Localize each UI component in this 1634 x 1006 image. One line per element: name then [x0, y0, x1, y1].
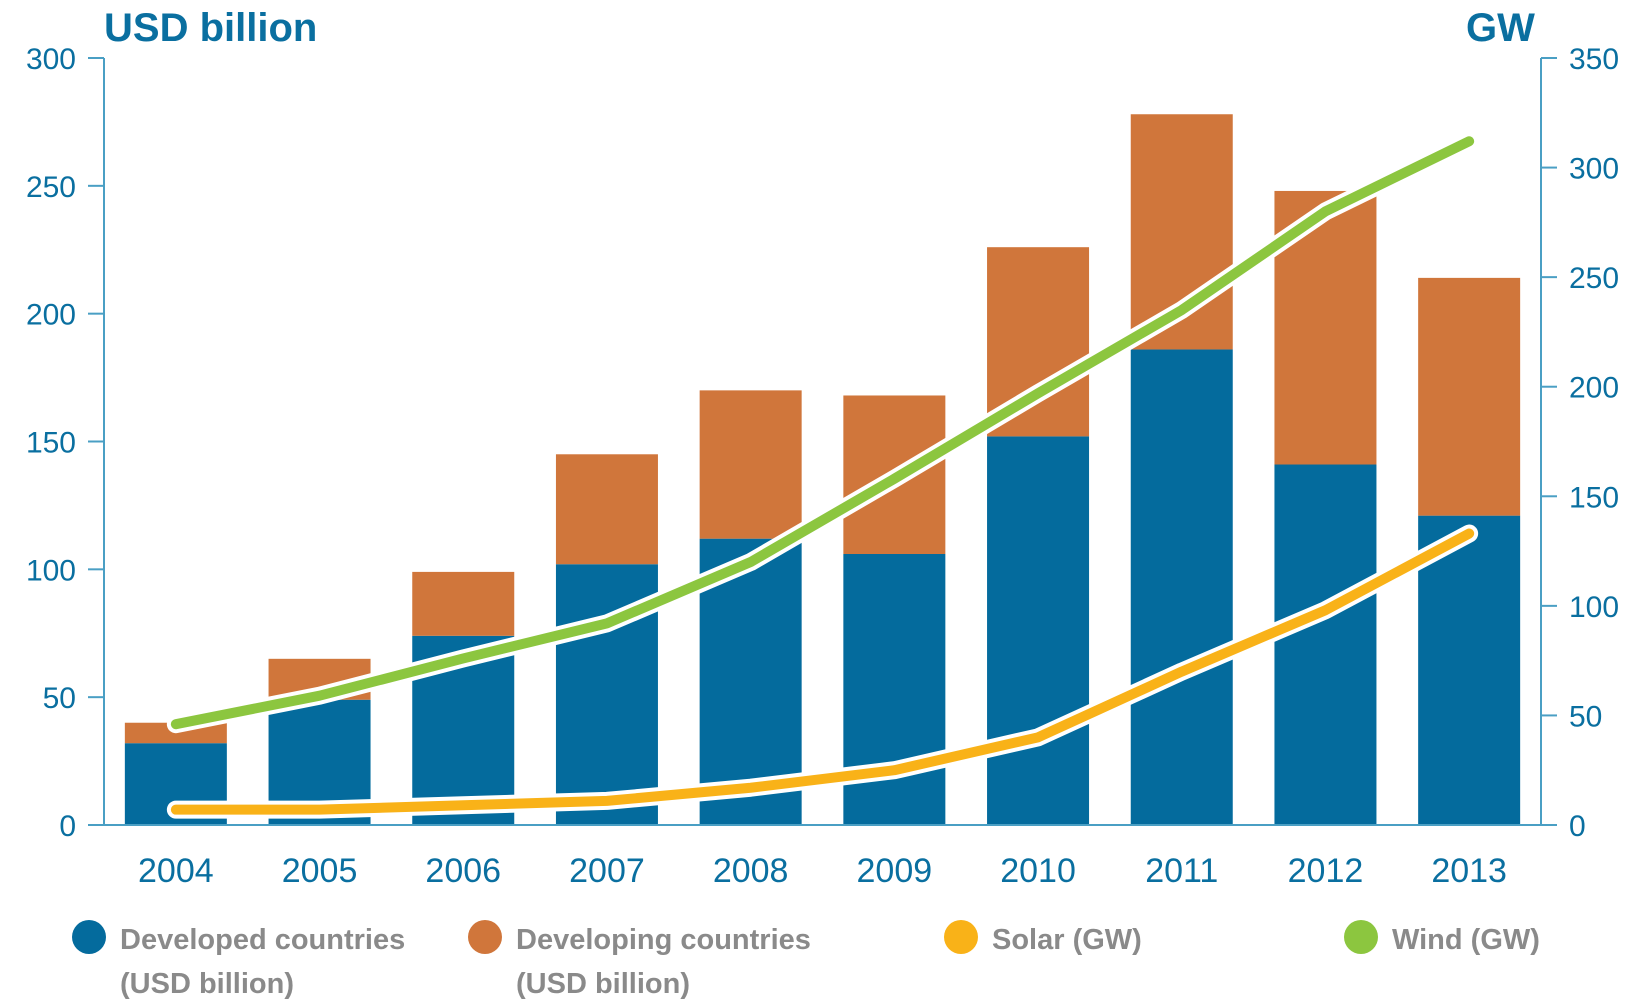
bar-developed-2012 — [1274, 464, 1377, 825]
y-right-tick-label: 200 — [1569, 372, 1619, 405]
y-left-tick-label: 100 — [26, 554, 76, 587]
legend-sublabel-developed: (USD billion) — [120, 968, 294, 1000]
bar-developing-2013 — [1418, 277, 1521, 516]
x-tick-label: 2009 — [857, 852, 933, 890]
legend-swatch-solar — [944, 920, 978, 954]
y-left-tick-label: 250 — [26, 171, 76, 204]
solar-line — [170, 528, 1475, 815]
x-tick-label: 2012 — [1288, 852, 1364, 890]
bar-developing-2006 — [412, 571, 515, 636]
y-axis-right-title: GW — [1466, 6, 1535, 50]
bar-developed-2009 — [843, 553, 946, 825]
y-left-tick-label: 150 — [26, 427, 76, 460]
legend-sublabel-developing: (USD billion) — [516, 968, 690, 1000]
y-left-tick-label: 200 — [26, 299, 76, 332]
x-tick-label: 2005 — [282, 852, 358, 890]
bar-developed-2011 — [1130, 349, 1233, 825]
bar-developed-2013 — [1418, 515, 1521, 825]
bar-developed-2010 — [987, 436, 1090, 825]
x-tick-label: 2006 — [425, 852, 501, 890]
legend-item-solar: Solar (GW) — [944, 918, 1142, 962]
y-right-tick-label: 100 — [1569, 591, 1619, 624]
legend-item-developing: Developing countries (USD billion) — [468, 918, 811, 1006]
y-right-tick-label: 50 — [1569, 700, 1602, 733]
x-tick-label: 2011 — [1145, 852, 1218, 890]
y-left-tick-label: 0 — [59, 810, 76, 843]
y-axis-left-title: USD billion — [104, 6, 318, 50]
legend-swatch-developed — [72, 920, 106, 954]
y-right-tick-label: 350 — [1569, 43, 1619, 76]
legend-swatch-developing — [468, 920, 502, 954]
x-tick-label: 2004 — [138, 852, 214, 890]
legend-item-wind: Wind (GW) — [1344, 918, 1540, 962]
x-tick-label: 2007 — [569, 852, 645, 890]
legend-label-wind: Wind (GW) — [1392, 924, 1540, 956]
legend-swatch-wind — [1344, 920, 1378, 954]
legend-label-developing: Developing countries — [516, 924, 811, 956]
y-right-tick-label: 0 — [1569, 810, 1586, 843]
bar-developing-2007 — [555, 454, 658, 565]
x-tick-label: 2013 — [1431, 852, 1507, 890]
y-right-tick-label: 300 — [1569, 153, 1619, 186]
y-left-tick-label: 300 — [26, 43, 76, 76]
legend-label-developed: Developed countries — [120, 924, 406, 956]
y-right-tick-label: 150 — [1569, 481, 1619, 514]
legend-label-solar: Solar (GW) — [992, 924, 1142, 956]
bar-developing-2008 — [699, 390, 802, 539]
x-tick-label: 2010 — [1000, 852, 1076, 890]
y-right-tick-label: 250 — [1569, 262, 1619, 295]
x-tick-label: 2008 — [713, 852, 789, 890]
legend-item-developed: Developed countries (USD billion) — [72, 918, 405, 1006]
y-left-tick-label: 50 — [43, 682, 76, 715]
wind-line — [170, 136, 1475, 730]
